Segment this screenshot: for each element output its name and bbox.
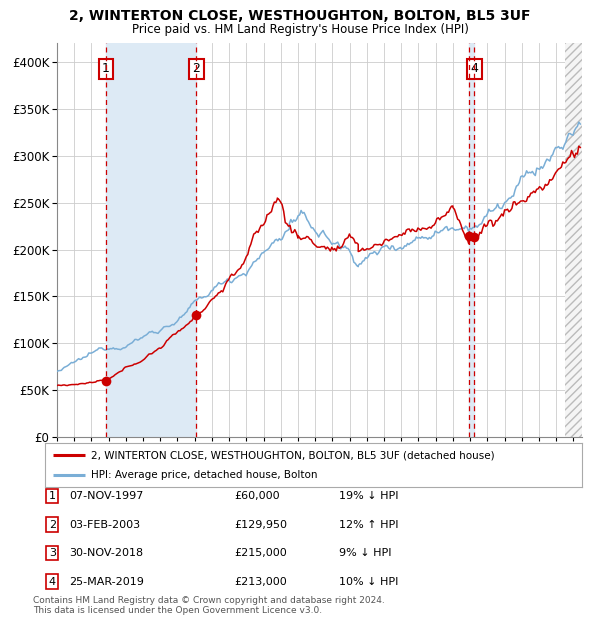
Text: 03-FEB-2003: 03-FEB-2003 [69, 520, 140, 529]
Text: Price paid vs. HM Land Registry's House Price Index (HPI): Price paid vs. HM Land Registry's House … [131, 23, 469, 36]
Text: 2: 2 [193, 63, 200, 76]
Text: £215,000: £215,000 [234, 548, 287, 558]
Text: £60,000: £60,000 [234, 491, 280, 501]
Text: 07-NOV-1997: 07-NOV-1997 [69, 491, 143, 501]
Bar [469, 43, 474, 437]
Text: 2, WINTERTON CLOSE, WESTHOUGHTON, BOLTON, BL5 3UF (detached house): 2, WINTERTON CLOSE, WESTHOUGHTON, BOLTON… [91, 450, 494, 460]
Text: 10% ↓ HPI: 10% ↓ HPI [339, 577, 398, 587]
Text: 4: 4 [49, 577, 56, 587]
Text: 19% ↓ HPI: 19% ↓ HPI [339, 491, 398, 501]
Text: £129,950: £129,950 [234, 520, 287, 529]
Text: £213,000: £213,000 [234, 577, 287, 587]
Text: 2, WINTERTON CLOSE, WESTHOUGHTON, BOLTON, BL5 3UF: 2, WINTERTON CLOSE, WESTHOUGHTON, BOLTON… [69, 9, 531, 24]
Text: This data is licensed under the Open Government Licence v3.0.: This data is licensed under the Open Gov… [33, 606, 322, 615]
Text: 4: 4 [470, 63, 478, 76]
Bar [106, 43, 196, 437]
Text: 25-MAR-2019: 25-MAR-2019 [69, 577, 144, 587]
Text: 9% ↓ HPI: 9% ↓ HPI [339, 548, 391, 558]
Text: 1: 1 [49, 491, 56, 501]
Text: 2: 2 [49, 520, 56, 529]
Text: 3: 3 [49, 548, 56, 558]
Text: Contains HM Land Registry data © Crown copyright and database right 2024.: Contains HM Land Registry data © Crown c… [33, 596, 385, 605]
Text: HPI: Average price, detached house, Bolton: HPI: Average price, detached house, Bolt… [91, 470, 317, 480]
Text: 1: 1 [102, 63, 110, 76]
Text: 30-NOV-2018: 30-NOV-2018 [69, 548, 143, 558]
Text: 12% ↑ HPI: 12% ↑ HPI [339, 520, 398, 529]
